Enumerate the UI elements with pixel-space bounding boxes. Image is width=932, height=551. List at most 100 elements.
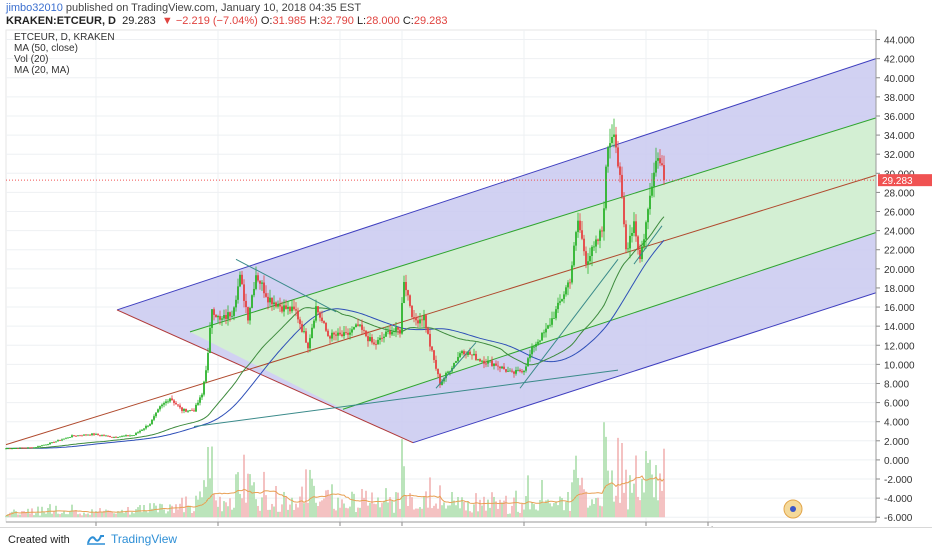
candle-body[interactable] [257,275,259,281]
candle-body[interactable] [73,435,75,437]
time-axis[interactable]: Apr Jun Aug Sep Nov 2018 Feb [6,521,876,527]
candle-body[interactable] [531,346,533,355]
candle-body[interactable] [163,403,165,405]
candle-body[interactable] [593,246,595,248]
candle-body[interactable] [247,307,249,321]
candle-body[interactable] [591,246,593,257]
candle-body[interactable] [167,401,169,403]
candle-body[interactable] [595,239,597,247]
candle-body[interactable] [225,315,227,319]
candle-body[interactable] [65,437,67,439]
candle-body[interactable] [589,256,591,262]
candle-body[interactable] [357,324,359,326]
candle-body[interactable] [113,437,115,438]
author-link[interactable]: jimbo32010 [6,2,63,14]
candle-body[interactable] [523,370,525,373]
candle-body[interactable] [639,249,641,260]
candle-body[interactable] [621,174,623,198]
candle-body[interactable] [177,404,179,406]
candle-body[interactable] [143,428,145,430]
candle-body[interactable] [59,440,61,441]
candle-body[interactable] [107,435,109,437]
candle-body[interactable] [89,434,91,436]
candle-body[interactable] [283,305,285,312]
candle-body[interactable] [201,394,203,398]
candle-body[interactable] [75,435,77,437]
candle-body[interactable] [495,363,497,366]
candle-body[interactable] [601,230,603,232]
candle-body[interactable] [573,245,575,266]
candle-body[interactable] [369,337,371,342]
candle-body[interactable] [415,317,417,321]
candle-body[interactable] [527,358,529,367]
candle-body[interactable] [43,444,45,446]
candle-body[interactable] [299,319,301,325]
candle-body[interactable] [307,342,309,349]
candle-body[interactable] [501,366,503,369]
candle-body[interactable] [179,405,181,408]
candle-body[interactable] [383,336,385,339]
candle-body[interactable] [119,436,121,438]
candle-body[interactable] [129,435,131,437]
candle-body[interactable] [45,444,47,446]
candle-body[interactable] [661,163,663,166]
candle-body[interactable] [553,318,555,320]
candle-body[interactable] [135,433,137,436]
candle-body[interactable] [627,248,629,250]
candle-body[interactable] [57,440,59,442]
candle-body[interactable] [53,442,55,444]
candle-body[interactable] [35,447,37,448]
candle-body[interactable] [663,165,665,181]
candle-body[interactable] [301,324,303,332]
candle-body[interactable] [583,238,585,252]
channel-median-line[interactable] [5,174,877,446]
candle-body[interactable] [133,435,135,436]
candle-body[interactable] [255,275,257,289]
candle-body[interactable] [543,332,545,334]
tradingview-brand[interactable]: TradingView [86,532,177,546]
candle-body[interactable] [9,448,11,450]
candle-body[interactable] [379,337,381,340]
candle-body[interactable] [123,435,125,437]
candle-body[interactable] [647,209,649,223]
candle-body[interactable] [441,381,443,385]
candle-body[interactable] [563,294,565,300]
candle-body[interactable] [475,353,477,360]
candle-body[interactable] [445,372,447,379]
candle-body[interactable] [41,445,43,447]
chart-badge[interactable] [783,499,803,519]
candle-body[interactable] [193,410,195,412]
channel-inner-upper[interactable] [189,117,877,333]
candle-body[interactable] [525,366,527,371]
candle-body[interactable] [637,236,639,250]
candle-body[interactable] [263,282,265,294]
candle-body[interactable] [539,340,541,342]
candle-body[interactable] [359,324,361,326]
candle-body[interactable] [617,147,619,167]
candle-body[interactable] [505,369,507,372]
candle-body[interactable] [29,447,31,449]
regression-channel[interactable] [5,58,877,446]
candle-body[interactable] [643,239,645,247]
candle-body[interactable] [431,346,433,351]
candle-body[interactable] [439,374,441,385]
trend-line[interactable] [435,342,477,389]
candle-body[interactable] [411,305,413,318]
candle-body[interactable] [121,435,123,437]
candle-body[interactable] [581,230,583,239]
candle-body[interactable] [513,371,515,374]
candle-body[interactable] [27,447,29,449]
candle-body[interactable] [373,342,375,345]
candle-body[interactable] [203,381,205,395]
candle-body[interactable] [473,353,475,356]
candle-body[interactable] [367,336,369,342]
candle-body[interactable] [565,287,567,295]
candle-body[interactable] [533,346,535,348]
candle-body[interactable] [171,398,173,401]
candle-body[interactable] [529,354,531,359]
candle-body[interactable] [241,274,243,285]
candle-body[interactable] [161,404,163,407]
candle-body[interactable] [453,362,455,368]
candle-body[interactable] [659,158,661,164]
candle-body[interactable] [391,331,393,335]
